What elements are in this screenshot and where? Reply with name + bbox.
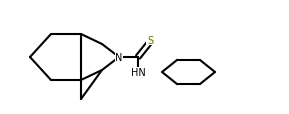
Text: HN: HN: [131, 67, 145, 77]
Text: N: N: [115, 53, 123, 62]
Text: S: S: [147, 36, 153, 46]
